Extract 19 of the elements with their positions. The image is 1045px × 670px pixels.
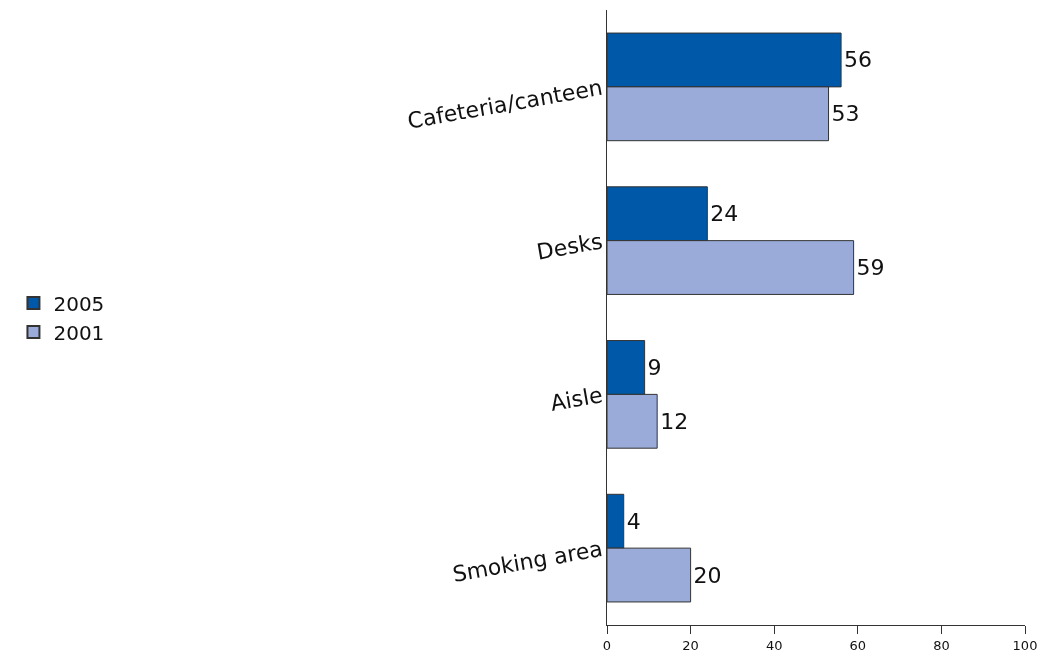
legend-label: 2001: [53, 320, 105, 345]
data-label: 9: [647, 354, 662, 380]
x-tick-label: 80: [933, 637, 950, 653]
y-tick-label: Desks: [534, 228, 605, 265]
data-label: 24: [710, 201, 739, 227]
x-tick-label: 20: [682, 637, 699, 653]
data-label: 53: [831, 101, 860, 127]
x-tick-label: 0: [602, 637, 612, 653]
x-tick-label: 40: [765, 637, 783, 653]
data-label: 20: [693, 562, 722, 588]
data-label: 59: [856, 255, 885, 281]
legend-label: 2005: [53, 291, 105, 316]
data-label: 4: [626, 508, 641, 534]
x-tick-label: 60: [849, 637, 867, 653]
y-tick-label: Smoking area: [450, 535, 605, 587]
data-label: 56: [844, 47, 873, 73]
data-label: 12: [660, 408, 689, 434]
y-tick-label: Aisle: [548, 382, 605, 416]
x-tick-label: 100: [1012, 637, 1038, 653]
